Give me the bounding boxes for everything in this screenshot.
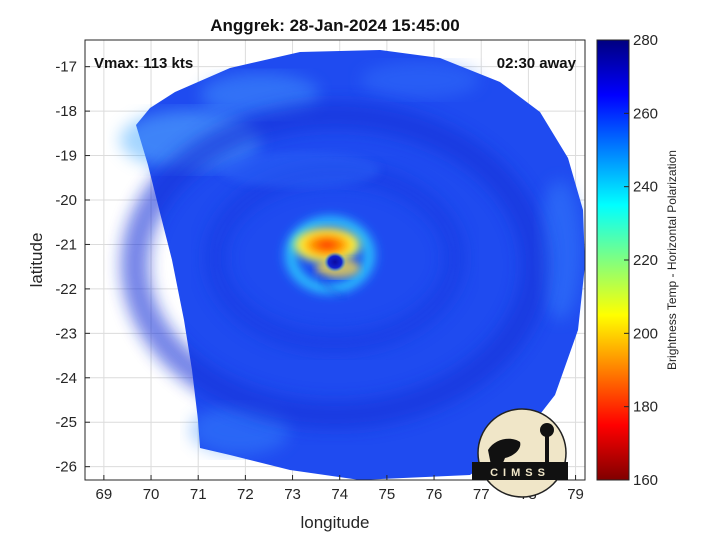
y-tick-label: -20 [55,192,77,209]
x-tick-label: 77 [473,486,490,503]
y-axis-label: latitude [27,233,46,288]
logo-text: CIMSS [490,467,550,479]
colorbar-tick-label: 180 [633,399,658,416]
colorbar-tick-label: 260 [633,105,658,122]
x-tick-label: 74 [331,486,348,503]
colorbar-ticks: 160 180 200 220 240 260 280 [624,32,658,489]
y-tick-label: -24 [55,370,77,387]
storm-eye [324,252,346,272]
colorbar-tick-label: 220 [633,252,658,269]
spiral-band-outer [121,101,549,429]
convective-core [289,225,365,265]
x-axis-label: longitude [300,513,369,532]
colorbar-label: Brightness Temp - Horizontal Polarizatio… [665,150,679,370]
x-tick-label: 71 [190,486,207,503]
x-tick-label: 73 [284,486,301,503]
y-tick-label: -21 [55,236,77,253]
band-north [220,152,380,188]
y-tick-label: -23 [55,325,77,342]
logo-tower [545,432,549,462]
time-away-annotation: 02:30 away [497,55,577,72]
axes-frame [84,39,586,481]
y-tick-label: -17 [55,59,77,76]
y-tick-label: -26 [55,459,77,476]
y-tick-label: -19 [55,148,77,165]
logo-banner [472,462,568,480]
y-tick-label: -25 [55,414,77,431]
y-tick-labels: -17 -18 -19 -20 -21 -22 -23 -24 -25 -26 [55,59,90,476]
y-tick-label: -22 [55,281,77,298]
colorbar-tick-label: 200 [633,325,658,342]
x-tick-label: 69 [96,486,113,503]
satellite-swath [120,50,585,480]
colorbar [596,39,630,481]
logo-tank [540,423,554,437]
x-tick-label: 76 [426,486,443,503]
x-tick-label: 70 [143,486,160,503]
cloud-light-e [538,180,582,320]
x-tick-label: 72 [237,486,254,503]
x-tick-label: 75 [379,486,396,503]
x-tick-label: 79 [567,486,584,503]
colorbar-tick-label: 280 [633,32,658,49]
chart-title: Anggrek: 28-Jan-2024 15:45:00 [210,16,459,35]
colorbar-tick-label: 160 [633,472,658,489]
vmax-annotation: Vmax: 113 kts [94,55,193,72]
colorbar-tick-label: 240 [633,179,658,196]
y-tick-label: -18 [55,103,77,120]
cimss-logo: CIMSS [472,408,568,498]
eye-tail [318,274,346,300]
cloud-light-ne [360,62,480,98]
